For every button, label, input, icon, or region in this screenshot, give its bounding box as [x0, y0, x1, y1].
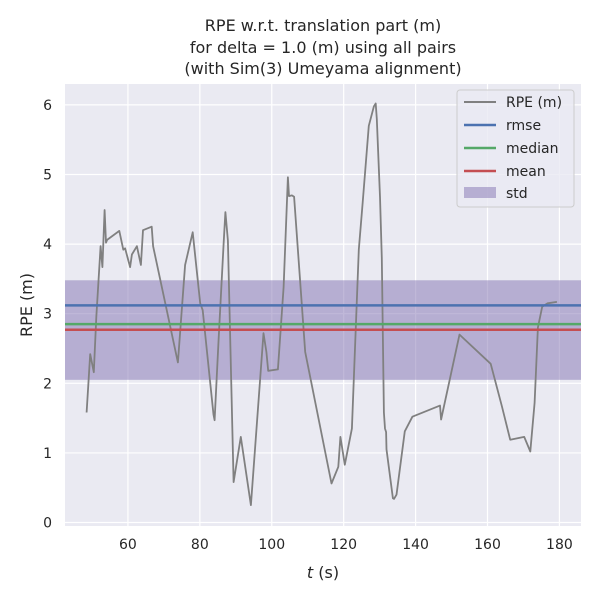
- chart-title-line-3: (with Sim(3) Umeyama alignment): [184, 59, 461, 78]
- x-tick-label: 120: [330, 537, 357, 553]
- x-tick-label: 60: [119, 537, 137, 553]
- legend-std-swatch: [464, 187, 496, 198]
- legend: RPE (m) rmse median mean std: [456, 89, 575, 208]
- y-tick-label: 6: [43, 98, 52, 114]
- legend-rpe-label: RPE (m): [506, 95, 562, 111]
- x-axis-label-var: t: [307, 563, 314, 582]
- legend-std-label: std: [506, 186, 528, 202]
- axis-ticks: 60 80 100 120 140 160 180 0 1 2 3 4 5 6: [43, 98, 573, 553]
- legend-rmse-label: rmse: [506, 118, 541, 134]
- x-tick-label: 160: [474, 537, 501, 553]
- data-marks: [65, 102, 581, 507]
- y-tick-label: 4: [43, 237, 52, 253]
- y-tick-label: 1: [43, 446, 52, 462]
- x-axis-label: t (s): [307, 563, 339, 582]
- y-tick-label: 3: [43, 307, 52, 323]
- x-tick-label: 180: [546, 537, 573, 553]
- legend-mean-label: mean: [506, 164, 546, 180]
- y-tick-label: 0: [43, 516, 52, 532]
- x-tick-label: 140: [402, 537, 429, 553]
- rpe-line: [85, 102, 558, 507]
- x-tick-label: 80: [191, 537, 209, 553]
- y-tick-label: 5: [43, 167, 52, 183]
- x-tick-label: 100: [258, 537, 285, 553]
- chart-title-line-1: RPE w.r.t. translation part (m): [205, 16, 441, 35]
- legend-box: [456, 89, 575, 208]
- y-tick-label: 2: [43, 376, 52, 392]
- x-axis-label-unit: (s): [313, 563, 339, 582]
- chart-title-line-2: for delta = 1.0 (m) using all pairs: [190, 38, 456, 57]
- legend-median-label: median: [506, 141, 558, 157]
- y-axis-label: RPE (m): [17, 273, 36, 337]
